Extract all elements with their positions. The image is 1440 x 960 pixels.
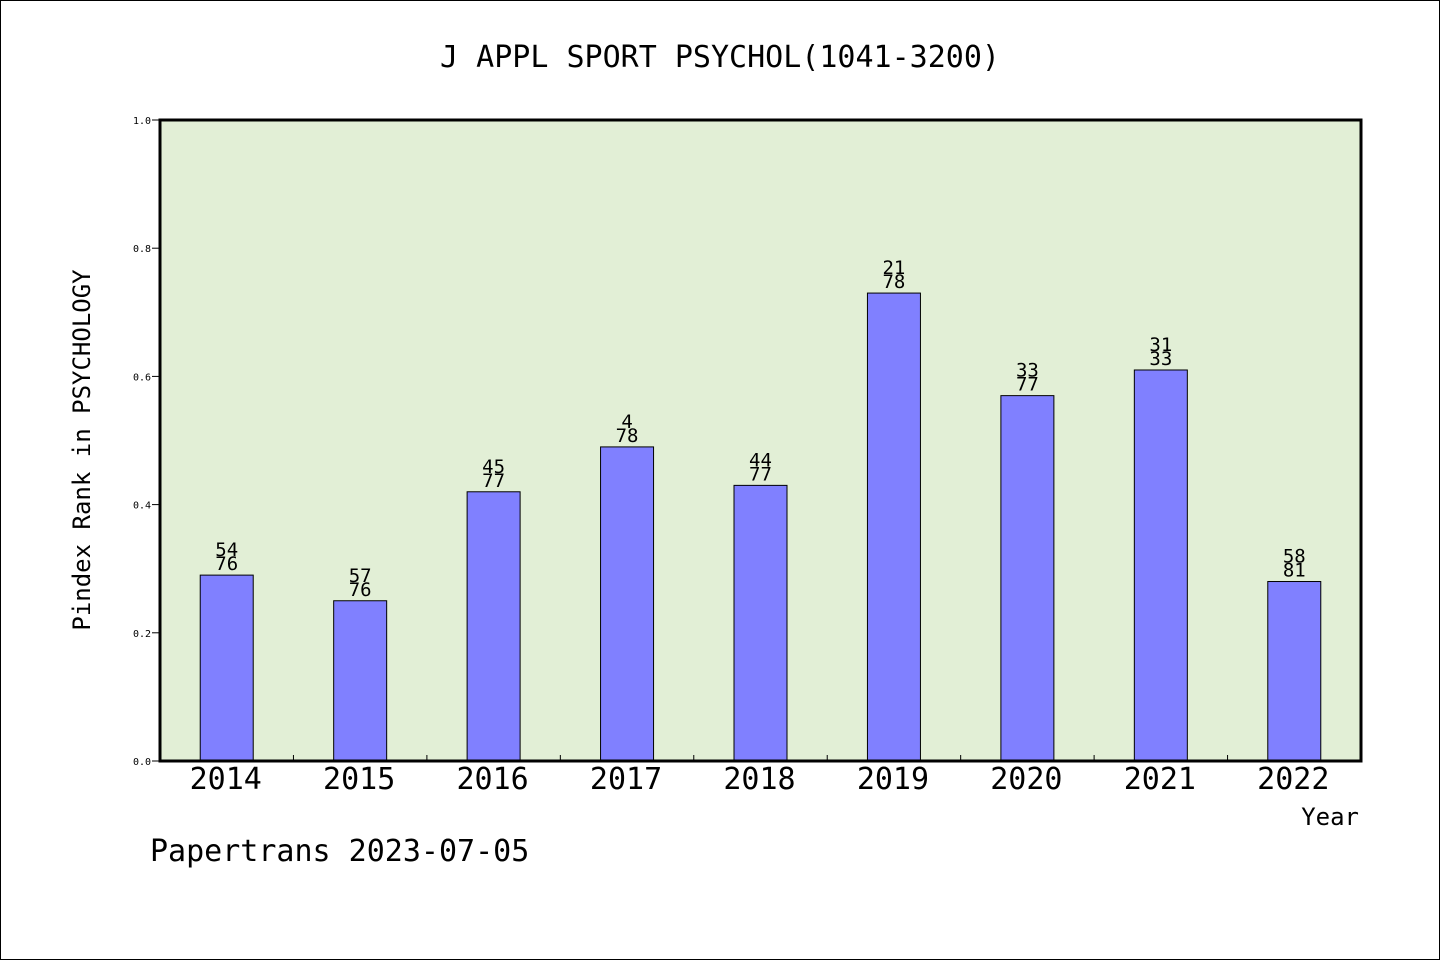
bar-2022: [1267, 581, 1322, 762]
bar-label-bottom-2017: 78: [616, 425, 639, 447]
bar-label-top-2016: 45: [482, 456, 505, 478]
bar-2019: [866, 292, 921, 762]
bar-label-bottom-2022: 81: [1283, 560, 1306, 582]
bar-label-bottom-2019: 78: [882, 271, 905, 293]
bar-label-bottom-2021: 33: [1149, 348, 1172, 370]
chart-title: J APPL SPORT PSYCHOL(1041-3200): [440, 40, 1000, 75]
x-tick-label-2019: 2019: [857, 762, 929, 797]
bar-label-top-2015: 57: [349, 565, 372, 587]
y-tick-label-0.4: 0.4: [133, 501, 151, 512]
x-tick-label-2015: 2015: [323, 762, 395, 797]
bar-2014: [199, 574, 254, 762]
x-axis-label: Year: [1301, 803, 1359, 831]
x-tick-label-2020: 2020: [990, 762, 1062, 797]
bar-label-bottom-2020: 77: [1016, 374, 1039, 396]
plot-border: [158, 118, 1363, 763]
bar-2017: [600, 446, 655, 762]
y-axis-label: Pindex Rank in PSYCHOLOGY: [68, 269, 96, 631]
y-tick-label-0.2: 0.2: [133, 629, 151, 640]
footer-source-date: Papertrans 2023-07-05: [150, 834, 530, 869]
bar-label-top-2014: 54: [215, 539, 238, 561]
bar-2018: [733, 484, 788, 762]
bar-2016: [466, 491, 521, 762]
bar-label-bottom-2014: 76: [215, 553, 238, 575]
bar-2020: [1000, 395, 1055, 762]
x-ticks-group: 2014 2015 2016 2017 2018 2019 2020 2021 2022: [190, 755, 1329, 797]
x-tick-label-2018: 2018: [723, 762, 795, 797]
y-tick-label-0.6: 0.6: [133, 372, 151, 383]
bar-label-top-2018: 44: [749, 449, 772, 471]
bar-2021: [1133, 369, 1188, 762]
x-tick-label-2014: 2014: [190, 762, 262, 797]
x-tick-label-2021: 2021: [1124, 762, 1196, 797]
bar-label-bottom-2015: 76: [349, 579, 372, 601]
x-tick-label-2017: 2017: [590, 762, 662, 797]
y-ticks-group: 0.0 0.2 0.4 0.6 0.8 1.0: [133, 116, 160, 768]
bar-label-top-2022: 58: [1283, 546, 1306, 568]
x-tick-label-2022: 2022: [1257, 762, 1329, 797]
bar-label-top-2021: 31: [1149, 334, 1172, 356]
y-tick-label-0.8: 0.8: [133, 244, 151, 255]
bar-label-bottom-2016: 77: [482, 470, 505, 492]
bar-2015: [333, 600, 388, 762]
bars-group: [199, 292, 1322, 762]
bar-label-top-2020: 33: [1016, 360, 1039, 382]
bar-label-top-2019: 21: [882, 257, 905, 279]
y-tick-label-0.0: 0.0: [133, 757, 151, 768]
x-tick-label-2016: 2016: [456, 762, 528, 797]
y-tick-label-1.0: 1.0: [133, 116, 151, 127]
bar-label-top-2017: 4: [621, 411, 632, 433]
bar-label-bottom-2018: 77: [749, 463, 772, 485]
